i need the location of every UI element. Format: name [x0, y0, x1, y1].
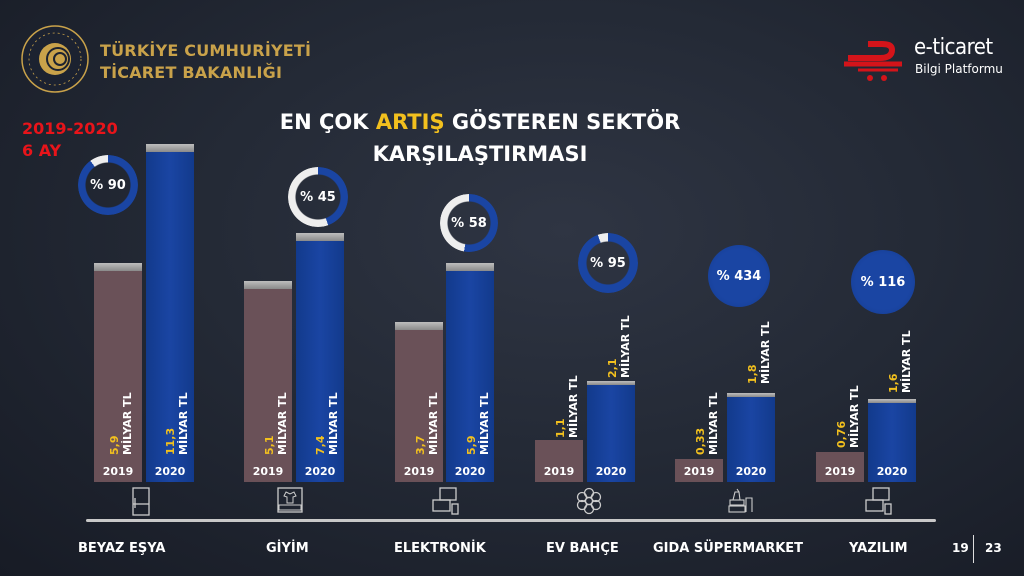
year-label: 2020: [876, 465, 908, 478]
growth-label-ev-bahce: % 95: [590, 255, 626, 271]
page-title: EN ÇOK ARTIŞ GÖSTEREN SEKTÖR KARŞILAŞTIR…: [220, 106, 740, 170]
period-months: 6 AY: [22, 141, 62, 160]
title-line2: KARŞILAŞTIRMASI: [372, 142, 588, 166]
value-2019-ev-bahce: 1,1 MİLYAR TL: [554, 375, 580, 438]
flower-icon: [576, 487, 602, 515]
growth-ring-gida: % 434: [708, 245, 770, 307]
growth-ring-beyaz-esya: [78, 155, 138, 215]
platform-title: e-ticaret: [914, 35, 993, 60]
growth-label-giyim: % 45: [300, 189, 336, 205]
devices-icon: [865, 487, 892, 515]
value-2020-beyaz-esya: 11,3 MİLYAR TL: [164, 392, 190, 455]
bar-2019-yazilim: 2019: [816, 452, 864, 482]
category-giyim: GİYİM: [266, 541, 309, 556]
growth-label-beyaz-esya: % 90: [90, 177, 126, 193]
year-label: 2019: [102, 465, 134, 478]
growth-label-elektronik: % 58: [451, 215, 487, 231]
year-label: 2019: [403, 465, 435, 478]
ministry-line2: TİCARET BAKANLIĞI: [100, 63, 283, 82]
groceries-icon: [728, 488, 753, 513]
year-label: 2019: [543, 465, 575, 478]
e-ticaret-logo-icon: [844, 41, 902, 81]
year-label: 2020: [304, 465, 336, 478]
year-label: 2019: [683, 465, 715, 478]
growth-ring-elektronik: [440, 194, 498, 252]
year-label: 2020: [735, 465, 767, 478]
bar-2020-elektronik: 2020: [446, 263, 494, 482]
refrigerator-icon: [132, 487, 150, 516]
category-gida-supermarket: GIDA SÜPERMARKET: [653, 541, 804, 556]
value-2020-yazilim: 1,6 MİLYAR TL: [887, 330, 913, 393]
bar-2020-giyim: 2020: [296, 233, 344, 482]
growth-ring-ev-bahce: [578, 233, 638, 293]
bar-2020-beyaz-esya: 2020: [146, 144, 194, 482]
year-label: 2020: [154, 465, 186, 478]
ministry-emblem-icon: [21, 25, 89, 93]
devices-icon: [432, 487, 459, 515]
platform-subtitle: Bilgi Platformu: [915, 62, 1003, 76]
chart-baseline: [86, 519, 936, 522]
title-part2: GÖSTEREN SEKTÖR: [444, 110, 681, 134]
bar-2020-yazilim: 2020: [868, 399, 916, 482]
year-label: 2019: [824, 465, 856, 478]
ministry-line1: TÜRKİYE CUMHURİYETİ: [100, 41, 312, 60]
value-2020-giyim: 7,4 MİLYAR TL: [314, 392, 340, 455]
bar-2019-ev-bahce: 2019: [535, 440, 583, 482]
category-elektronik: ELEKTRONİK: [394, 541, 486, 556]
category-yazilim: YAZILIM: [849, 541, 908, 556]
category-ev-bahce: EV BAHÇE: [546, 541, 619, 556]
value-2019-giyim: 5,1 MİLYAR TL: [263, 392, 289, 455]
period-years: 2019-2020: [22, 119, 118, 138]
year-label: 2020: [454, 465, 486, 478]
bar-2020-ev-bahce: 2020: [587, 381, 635, 482]
value-2020-ev-bahce: 2,1 MİLYAR TL: [606, 315, 632, 378]
period-label: 2019-2020 6 AY: [22, 118, 118, 162]
page-divider: [973, 535, 974, 563]
page-current: 19: [952, 541, 969, 555]
value-2019-yazilim: 0,76 MİLYAR TL: [835, 385, 861, 448]
bar-2020-gida: 2020: [727, 393, 775, 482]
year-label: 2019: [252, 465, 284, 478]
value-2019-beyaz-esya: 5,9 MİLYAR TL: [108, 392, 134, 455]
bar-2019-elektronik: 2019: [395, 322, 443, 482]
title-part1: EN ÇOK: [279, 110, 376, 134]
clothing-store-icon: [277, 487, 303, 513]
value-2019-elektronik: 3,7 MİLYAR TL: [414, 392, 440, 455]
bar-2019-gida: 2019: [675, 459, 723, 482]
bar-2019-beyaz-esya: 2019: [94, 263, 142, 482]
growth-ring-yazilim: % 116: [851, 250, 915, 314]
page-total: 23: [985, 541, 1002, 555]
ministry-name: TÜRKİYE CUMHURİYETİ TİCARET BAKANLIĞI: [100, 40, 311, 84]
value-2020-elektronik: 5,9 MİLYAR TL: [465, 392, 491, 455]
category-beyaz-esya: BEYAZ EŞYA: [78, 541, 166, 556]
value-2020-gida: 1,8 MİLYAR TL: [746, 321, 772, 384]
year-label: 2020: [595, 465, 627, 478]
value-2019-gida: 0,33 MİLYAR TL: [694, 392, 720, 455]
title-highlight: ARTIŞ: [375, 110, 445, 134]
growth-ring-giyim: [288, 167, 348, 227]
bar-2019-giyim: 2019: [244, 281, 292, 482]
